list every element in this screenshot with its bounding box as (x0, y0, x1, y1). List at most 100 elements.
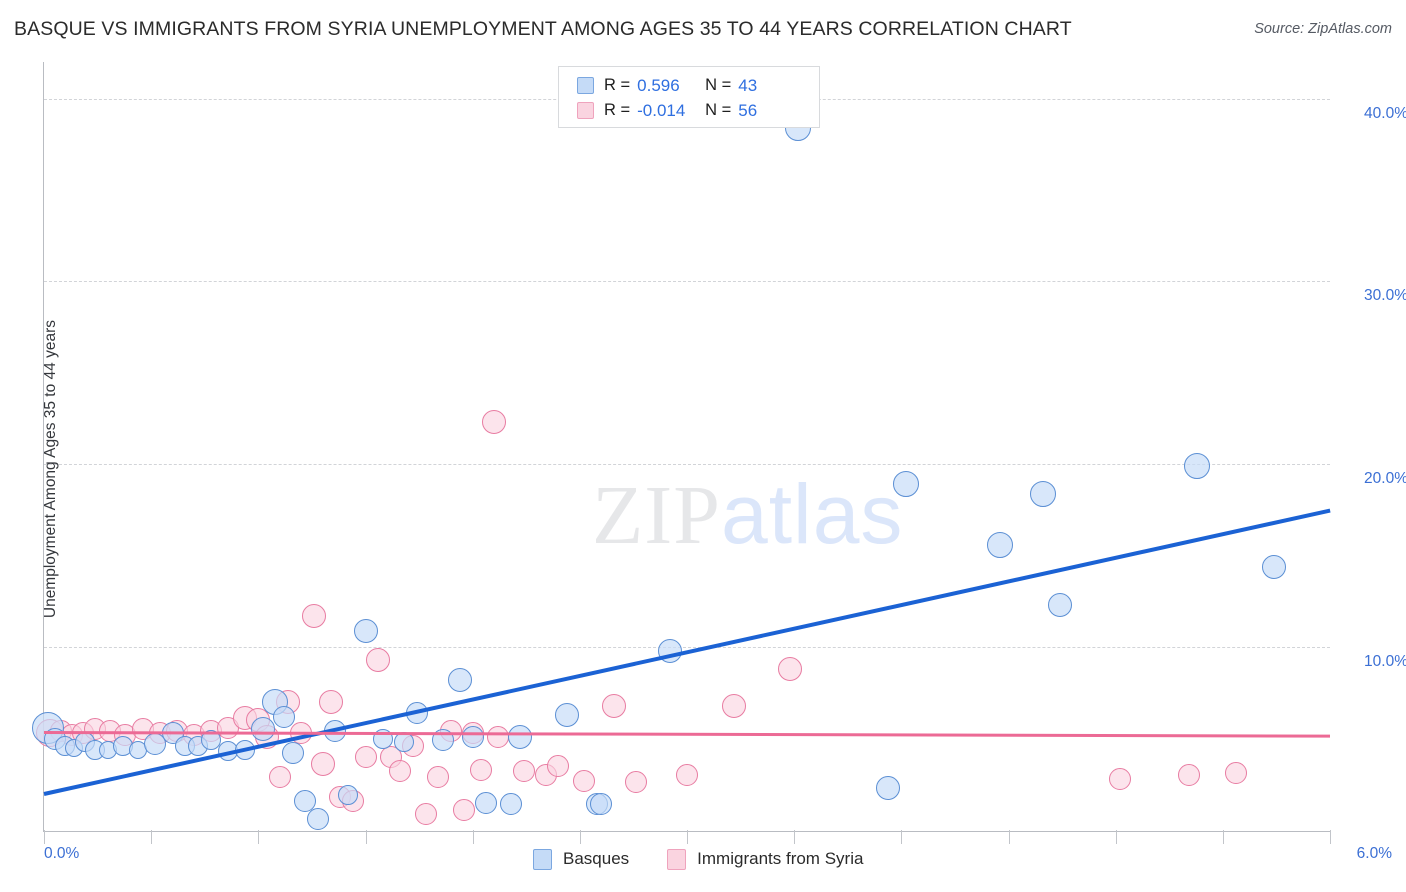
scatter-point (470, 758, 493, 781)
scatter-point (144, 733, 167, 756)
scatter-point (427, 765, 450, 788)
scatter-point (602, 693, 627, 718)
n-label-basques: N = (705, 76, 732, 94)
scatter-point (294, 789, 317, 812)
legend-item-basques[interactable]: Basques (533, 848, 630, 870)
x-axis-tick (472, 830, 474, 844)
trend-line-basques (43, 508, 1331, 796)
y-axis-title: Unemployment Among Ages 35 to 44 years (42, 320, 59, 619)
x-axis-tick (1008, 830, 1010, 844)
watermark-atlas: atlas (721, 467, 904, 561)
scatter-point (892, 471, 919, 498)
legend-swatch-basques-icon (533, 848, 552, 870)
scatter-point (366, 647, 391, 672)
chart-header: BASQUE VS IMMIGRANTS FROM SYRIA UNEMPLOY… (0, 0, 1406, 56)
scatter-point (235, 739, 256, 760)
legend-swatch-immigrants-from-syria-icon (667, 848, 687, 870)
x-axis-tick (258, 830, 260, 844)
legend-label-basques: Basques (563, 849, 630, 868)
scatter-point (302, 604, 327, 629)
scatter-point (388, 760, 411, 783)
stats-row-immigrants-from-syria: R = -0.014 N = 56 (577, 98, 819, 123)
scatter-point (338, 785, 359, 806)
plot-area: 10.0% 20.0% 30.0% 40.0% ZIPatlas Unemployme… (32, 62, 1406, 844)
scatter-point (1047, 593, 1072, 618)
scatter-point (431, 729, 454, 752)
x-axis-tick (794, 830, 796, 844)
scatter-point (1177, 764, 1200, 787)
scatter-point (1262, 554, 1287, 579)
n-value-basques: 43 (738, 75, 758, 95)
swatch-immigrants-from-syria-icon (577, 102, 594, 119)
scatter-point (624, 771, 647, 794)
scatter-point (461, 725, 484, 748)
scatter-point (414, 802, 437, 825)
page-title: BASQUE VS IMMIGRANTS FROM SYRIA UNEMPLOY… (14, 18, 1072, 40)
scatter-point (1184, 453, 1211, 480)
x-axis-tick (687, 830, 688, 844)
scatter-point (453, 798, 476, 821)
gridline (44, 464, 1330, 466)
zipatlas-watermark: ZIPatlas (592, 466, 903, 564)
n-label-immigrants: N = (705, 101, 732, 119)
y-axis-line (43, 62, 44, 832)
scatter-point (353, 618, 378, 643)
scatter-point (876, 775, 901, 800)
gridline (44, 647, 1330, 649)
scatter-point (573, 769, 596, 792)
y-axis-tick-label: 30.0% (1364, 287, 1406, 305)
gridline (44, 281, 1330, 283)
stats-row-basques: R = 0.596 N = 43 (577, 73, 819, 98)
scatter-point (500, 793, 523, 816)
x-axis-tick (151, 830, 153, 844)
scatter-point (1029, 480, 1056, 507)
n-value-immigrants: 56 (738, 100, 758, 120)
y-axis-tick-label: 20.0% (1364, 470, 1406, 488)
scatter-point (447, 668, 472, 693)
scatter-point (513, 760, 536, 783)
r-value-basques: 0.596 (637, 75, 680, 95)
scatter-point (1224, 762, 1247, 785)
x-axis-tick (1115, 830, 1117, 844)
scatter-point (1108, 767, 1131, 790)
scatter-point (394, 732, 415, 753)
y-axis-tick-label: 40.0% (1364, 104, 1406, 122)
scatter-point (281, 742, 304, 765)
scatter-point (722, 693, 747, 718)
series-legend: Basques Immigrants from Syria (533, 846, 901, 872)
r-label-basques: R = (604, 76, 631, 94)
x-axis-min-label: 0.0% (44, 845, 80, 862)
x-axis-tick (901, 830, 903, 844)
watermark-zip: ZIP (592, 469, 721, 562)
scatter-point (676, 764, 698, 787)
scatter-point (307, 808, 330, 831)
r-label-immigrants: R = (604, 101, 631, 119)
scatter-point (777, 657, 802, 682)
scatter-point (310, 752, 335, 777)
scatter-point (268, 765, 291, 788)
scatter-point (487, 725, 510, 748)
r-value-immigrants: -0.014 (637, 100, 686, 120)
scatter-point (507, 724, 532, 749)
scatter-point (319, 690, 344, 714)
scatter-point (290, 722, 313, 745)
scatter-point (354, 745, 377, 768)
scatter-point (474, 791, 497, 814)
scatter-point (590, 793, 613, 816)
scatter-point (273, 705, 296, 728)
y-axis-tick-label: 10.0% (1364, 653, 1406, 671)
scatter-point (405, 701, 428, 724)
scatter-point (657, 638, 682, 663)
scatter-point (372, 728, 393, 749)
scatter-point (324, 720, 347, 743)
x-axis-tick (44, 830, 45, 844)
x-axis-tick (579, 830, 581, 844)
legend-item-immigrants-from-syria[interactable]: Immigrants from Syria (667, 848, 864, 870)
scatter-point (986, 531, 1013, 558)
legend-label-immigrants-from-syria: Immigrants from Syria (697, 849, 864, 868)
scatter-point (554, 702, 579, 727)
source-attribution: Source: ZipAtlas.com (1254, 21, 1392, 37)
correlation-stats-box: R = 0.596 N = 43 R = -0.014 N = 56 (558, 66, 820, 128)
scatter-point (482, 410, 507, 435)
scatter-point (201, 730, 222, 751)
